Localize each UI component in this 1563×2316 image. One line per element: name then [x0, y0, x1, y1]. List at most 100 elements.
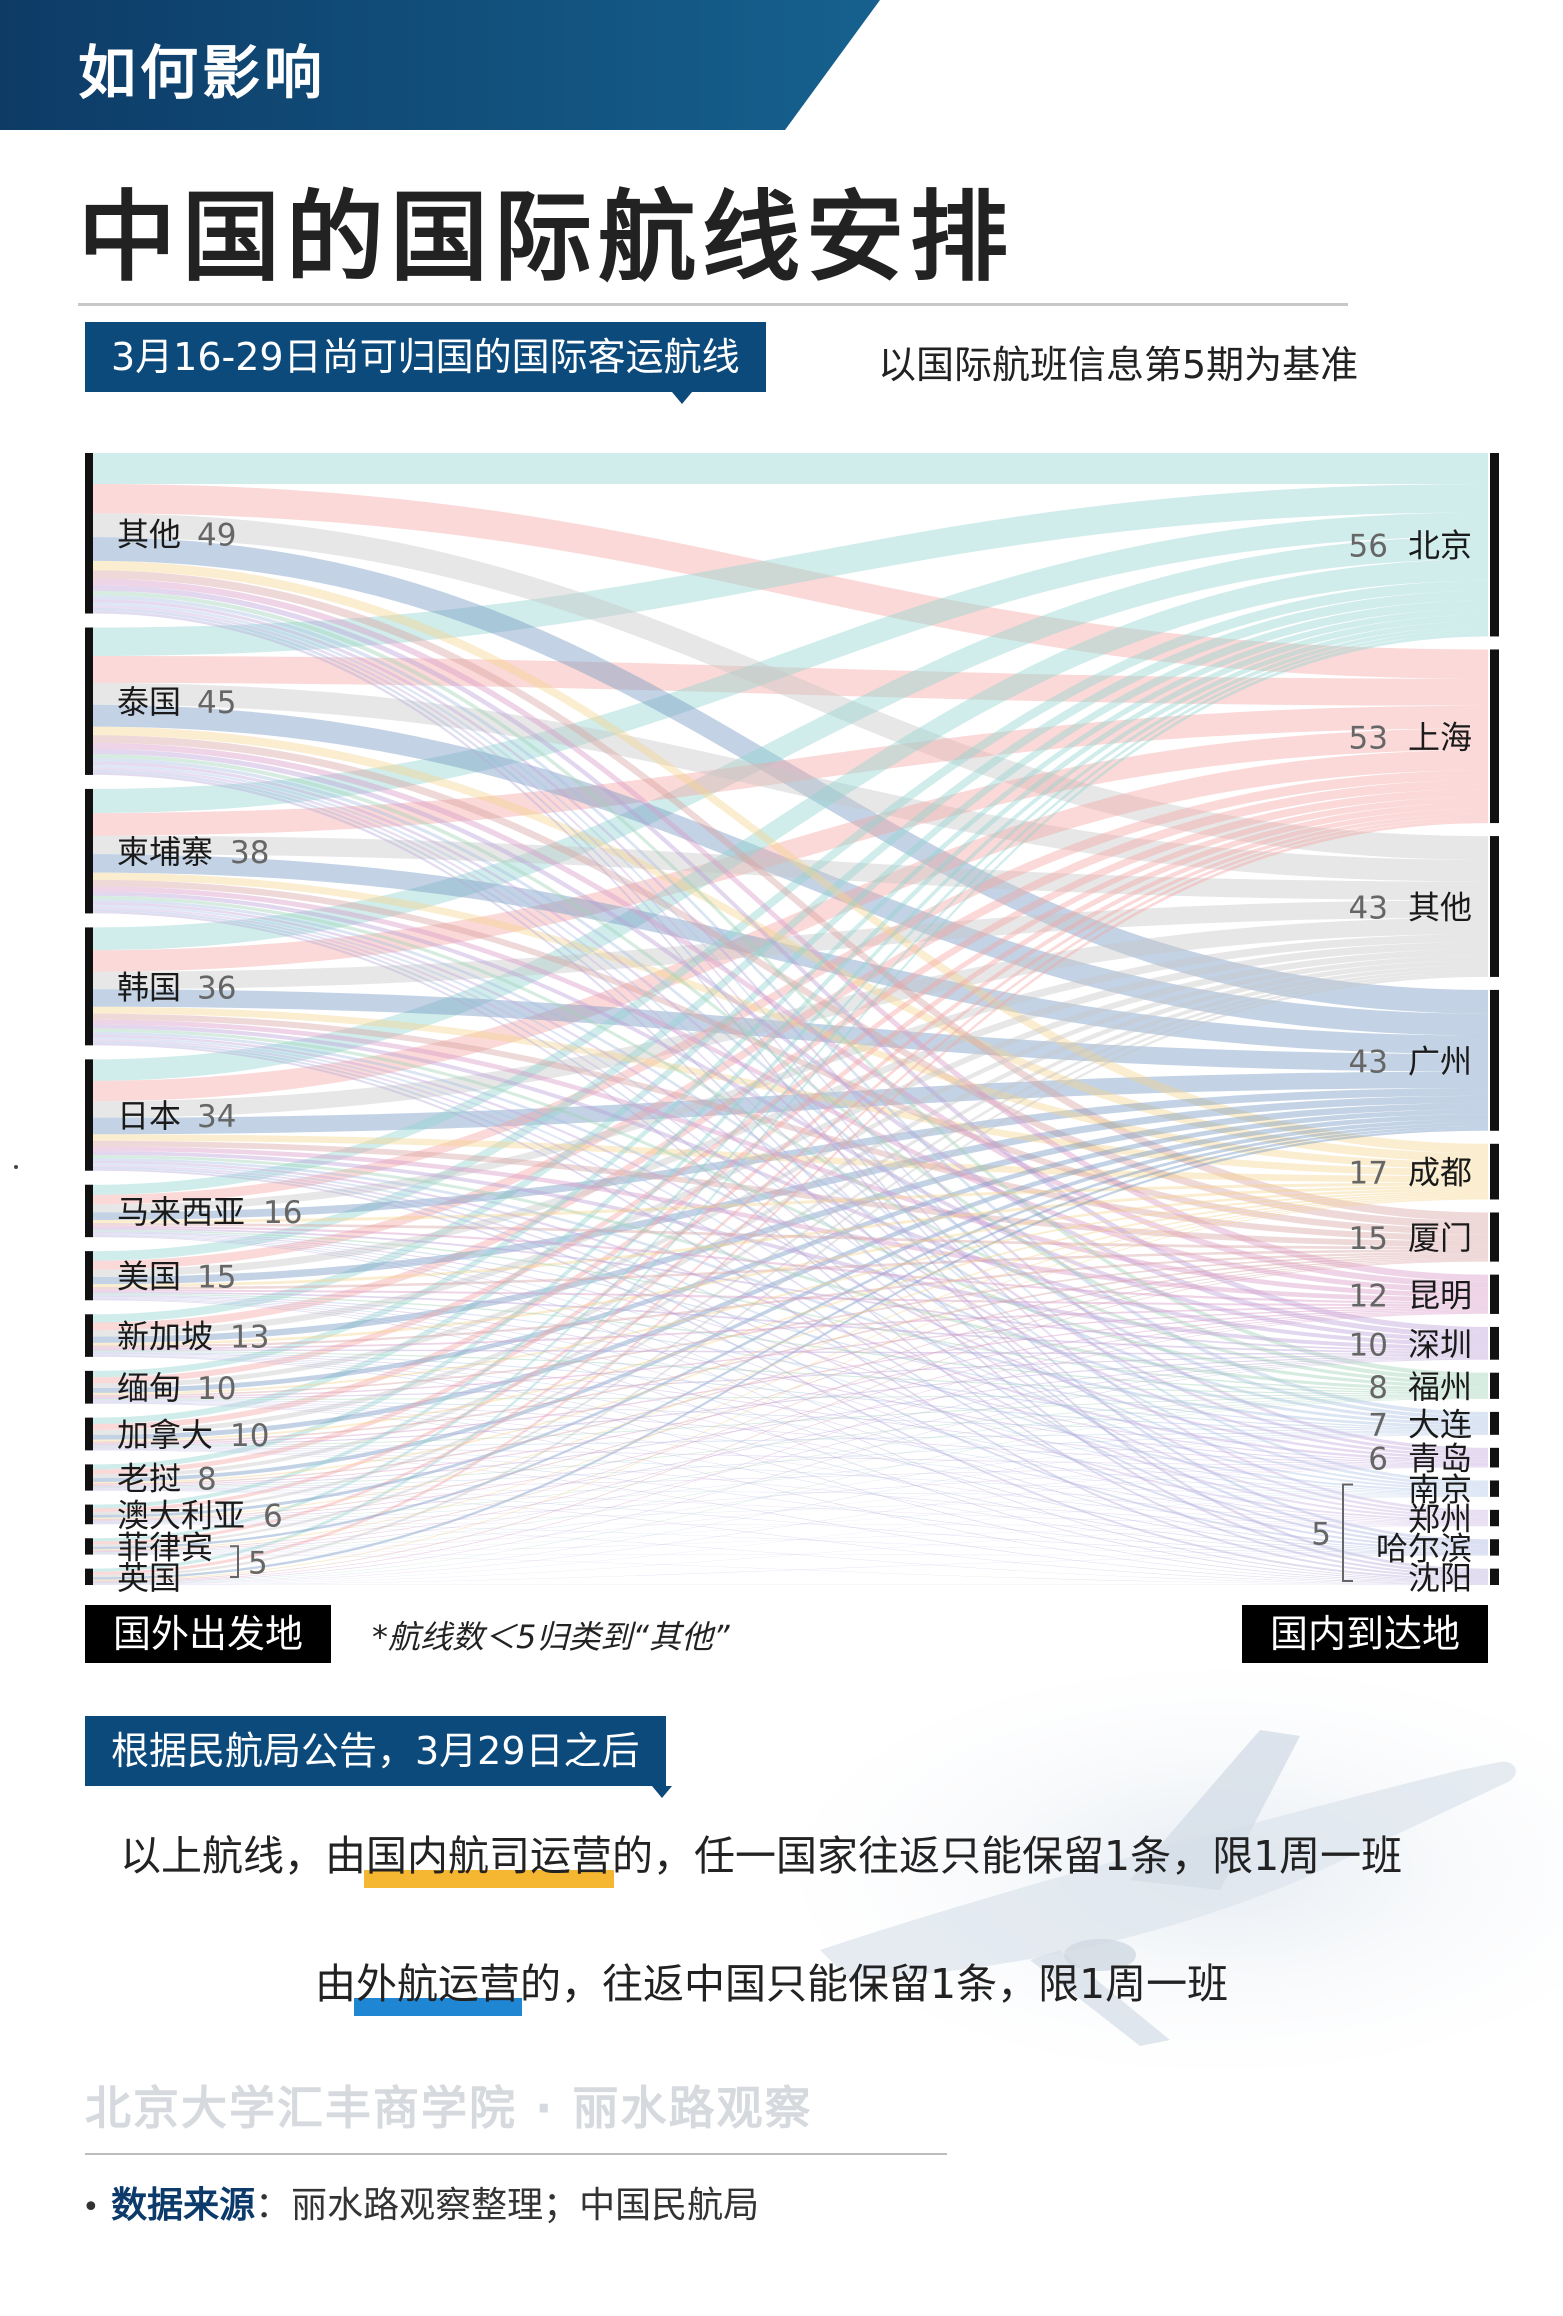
- source-text: ：丽水路观察整理；中国民航局: [255, 2185, 760, 2226]
- flow-泰国-郑州: [93, 767, 1488, 1516]
- policy-text: 由: [315, 1960, 356, 2008]
- flow-菲律宾-上海: [93, 817, 1488, 1545]
- flow-新加坡-成都: [93, 1188, 1488, 1346]
- origin-label: 泰国: [117, 683, 181, 721]
- flow-菲律宾-深圳: [93, 1358, 1488, 1553]
- destination-label: 上海: [1408, 718, 1472, 756]
- flow-日本-福州: [93, 1154, 1488, 1391]
- flow-加拿大-上海: [93, 802, 1488, 1430]
- flow-缅甸-上海: [93, 796, 1488, 1384]
- flow-美国-哈尔滨: [93, 1298, 1488, 1553]
- flow-缅甸-哈尔滨: [93, 1402, 1488, 1554]
- policy-tag: 根据民航局公告，3月29日之后: [85, 1716, 666, 1786]
- flow-泰国-厦门: [93, 735, 1488, 1229]
- group-brackets: 55: [230, 1483, 1353, 1582]
- flow-新加坡-大连: [93, 1352, 1488, 1432]
- destination-label: 深圳: [1408, 1325, 1472, 1363]
- flow-马来西亚-深圳: [93, 1227, 1488, 1352]
- origin-bar-泰国: [85, 627, 93, 775]
- flow-新加坡-南京: [93, 1353, 1488, 1495]
- flow-美国-广州: [93, 1095, 1488, 1285]
- destination-bar-深圳: [1490, 1326, 1499, 1360]
- policy-text: 的，任一国家往返只能保留1条，限1周一班: [612, 1832, 1403, 1880]
- flow-其他-郑州: [93, 605, 1488, 1513]
- origin-bar-老挝: [85, 1464, 93, 1491]
- destination-value: 43: [1349, 1044, 1388, 1080]
- destination-bars: [1490, 453, 1499, 1585]
- flow-韩国-青岛: [93, 1034, 1488, 1460]
- flow-泰国-大连: [93, 758, 1488, 1420]
- flow-菲律宾-厦门: [93, 1259, 1488, 1552]
- destination-label: 哈尔滨: [1376, 1529, 1472, 1567]
- destination-bar-沈阳: [1490, 1568, 1499, 1585]
- destination-bar-昆明: [1490, 1274, 1499, 1314]
- flow-泰国-南京: [93, 764, 1488, 1486]
- destination-bar-其他: [1490, 836, 1499, 977]
- watermark: 北京大学汇丰商学院 · 丽水路观察: [85, 2081, 813, 2135]
- flow-柬埔寨-沈阳: [93, 911, 1488, 1577]
- flow-其他-上海: [93, 483, 1488, 679]
- flow-日本-南京: [93, 1163, 1488, 1492]
- flow-日本-深圳: [93, 1151, 1488, 1350]
- flow-美国-上海: [93, 779, 1488, 1270]
- flow-美国-北京: [93, 590, 1488, 1261]
- origin-value: 15: [197, 1260, 236, 1296]
- origin-bar-柬埔寨: [85, 788, 93, 914]
- destination-bar-广州: [1490, 989, 1499, 1131]
- tag-pointer-icon: [652, 1786, 672, 1798]
- flow-韩国-郑州: [93, 1039, 1488, 1520]
- flow-马来西亚-大连: [93, 1231, 1488, 1430]
- flow-马来西亚-其他: [93, 934, 1488, 1213]
- source-label: 数据来源: [111, 2185, 256, 2226]
- destination-value: 6: [1368, 1442, 1388, 1478]
- flow-马来西亚-北京: [93, 580, 1488, 1195]
- flow-菲律宾-广州: [93, 1125, 1488, 1550]
- origin-label: 韩国: [117, 968, 181, 1006]
- flow-老挝-福州: [93, 1396, 1488, 1488]
- destination-value: 7: [1368, 1407, 1388, 1443]
- chart-subtitle-tag: 3月16-29日尚可归国的国际客运航线: [85, 322, 766, 392]
- flow-日本-成都: [93, 1134, 1488, 1183]
- flow-缅甸-沈阳: [93, 1403, 1488, 1584]
- flow-韩国-福州: [93, 1028, 1488, 1388]
- flow-美国-南京: [93, 1296, 1488, 1494]
- flow-英国-上海: [93, 820, 1488, 1575]
- flow-老挝-青岛: [93, 1465, 1488, 1489]
- flow-加拿大-郑州: [93, 1448, 1488, 1525]
- flow-韩国-昆明: [93, 1019, 1488, 1298]
- origin-bar-马来西亚: [85, 1184, 93, 1238]
- header-band: [0, 0, 880, 130]
- destination-value: 56: [1349, 529, 1388, 565]
- flow-老挝-深圳: [93, 1356, 1488, 1487]
- flow-柬埔寨-深圳: [93, 891, 1488, 1342]
- flow-澳大利亚-昆明: [93, 1311, 1488, 1521]
- origin-value: 45: [197, 685, 236, 721]
- origin-label: 澳大利亚: [117, 1496, 245, 1534]
- origin-label: 新加坡: [117, 1318, 213, 1356]
- origin-group-value: 5: [248, 1546, 268, 1582]
- highlight-domestic-carriers: 国内航司运营: [364, 1822, 614, 1888]
- flow-韩国-南京: [93, 1037, 1488, 1490]
- flow-韩国-广州: [93, 989, 1488, 1072]
- flow-新加坡-哈尔滨: [93, 1355, 1488, 1554]
- flow-泰国-沈阳: [93, 772, 1488, 1574]
- flow-柬埔寨-青岛: [93, 902, 1488, 1457]
- flow-泰国-广州: [93, 704, 1488, 1036]
- origin-value: 36: [197, 970, 236, 1006]
- origin-label: 老挝: [117, 1459, 181, 1497]
- flow-泰国-青岛: [93, 761, 1488, 1455]
- flow-其他-福州: [93, 590, 1488, 1378]
- flow-马来西亚-郑州: [93, 1234, 1488, 1523]
- origin-bar-其他: [85, 453, 93, 614]
- flow-日本-哈尔滨: [93, 1166, 1488, 1551]
- flow-加拿大-厦门: [93, 1255, 1488, 1444]
- flow-菲律宾-福州: [93, 1397, 1488, 1553]
- flow-澳大利亚-青岛: [93, 1466, 1488, 1523]
- destination-group-value: 5: [1311, 1517, 1331, 1553]
- flow-柬埔寨-北京: [93, 512, 1488, 813]
- flow-澳大利亚-厦门: [93, 1258, 1488, 1520]
- flow-韩国-大连: [93, 1031, 1488, 1426]
- flow-缅甸-深圳: [93, 1354, 1488, 1399]
- flow-老挝-北京: [93, 621, 1488, 1470]
- origin-label: 菲律宾: [117, 1528, 213, 1566]
